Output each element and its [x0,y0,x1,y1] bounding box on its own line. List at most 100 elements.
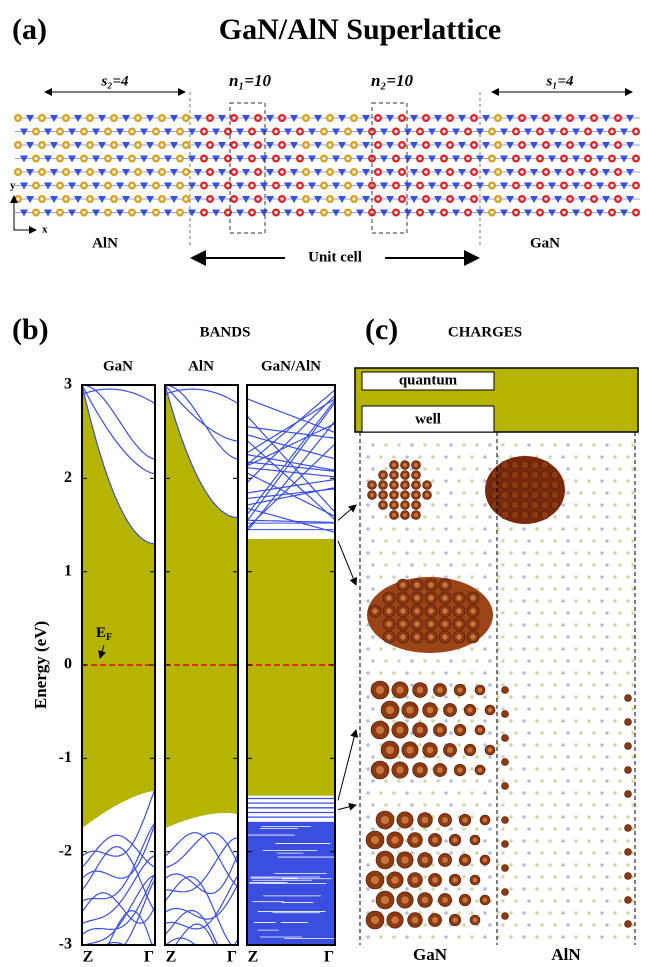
lattice-dot [587,671,591,675]
lattice-dot [553,587,557,591]
panel-title: BANDS [200,324,251,340]
lattice-dot [436,779,440,783]
atom-core [58,129,62,134]
annotation: n₁=10 [229,71,272,90]
atom-core [34,129,38,134]
lattice-dot [501,731,505,735]
lattice-dot [600,623,604,627]
atom-core [208,197,212,201]
lattice-dot [561,503,565,507]
lattice-dot [540,683,544,687]
gap-fill [165,385,238,829]
band [81,854,156,925]
band [246,443,336,529]
atom [452,155,460,163]
x-tick-label: Z [83,949,94,966]
charge [540,470,550,480]
lattice-dot [574,503,578,507]
atom-core [376,197,380,201]
atom [194,115,202,122]
lattice-dot [574,743,578,747]
lattice-dot [631,803,635,807]
lattice-dot [626,623,630,627]
lattice-dot [392,671,396,675]
lattice-dot [548,911,552,915]
lattice-dot [553,515,557,519]
lattice-dot [384,923,388,927]
atom-core [520,197,524,201]
lattice-dot [410,827,414,831]
lattice-dot [418,527,422,531]
atom [578,115,586,122]
atom-core [496,143,500,147]
lattice-dot [522,551,526,555]
lattice-dot [488,515,492,519]
lattice-dot [579,635,583,639]
atom [458,196,466,203]
lattice-dot [527,779,531,783]
lattice-dot [483,671,487,675]
lattice-dot [540,755,544,759]
atom-core [514,183,518,188]
lattice-dot [587,599,591,603]
atom-core [346,210,350,215]
lattice-dot [600,455,604,459]
atom [170,115,178,122]
lattice-dot [561,815,565,819]
atom [284,209,292,217]
lattice-dot [371,851,375,855]
lattice-dot [397,443,401,447]
lattice-dot [626,671,630,675]
atom [266,115,274,122]
lattice-dot [418,719,422,723]
lattice-dot [566,443,570,447]
atom-core [130,183,134,188]
charge-ring [452,917,458,923]
charge-ring [400,608,406,614]
atom-core [586,156,590,161]
atom [500,182,508,190]
lattice-dot [405,455,409,459]
atom-core [226,210,230,215]
lattice-dot [553,659,557,663]
lattice-dot [366,647,370,651]
lattice-dot [371,779,375,783]
atom-core [82,183,86,188]
atom [530,115,538,122]
fermi-label-sub: F [106,632,112,643]
charge-ring [414,595,420,601]
atom [524,155,532,163]
lattice-dot [522,767,526,771]
charge [550,500,560,510]
charge [500,510,510,520]
lattice-dot [587,839,591,843]
lattice-dot [548,743,552,747]
atom-core [394,156,398,161]
atom [338,115,346,122]
atom-core [232,143,236,147]
lattice-dot [600,695,604,699]
lattice-dot [579,851,583,855]
atom-core [490,156,494,161]
atom [452,182,460,190]
lattice-dot [579,443,583,447]
lattice-dot [540,587,544,591]
lattice-dot [587,527,591,531]
lattice-dot [405,551,409,555]
charge-ring [442,817,448,823]
lattice-dot [587,623,591,627]
atom-core [586,129,590,134]
lattice-dot [462,875,466,879]
band [164,384,239,460]
lattice-dot [592,467,596,471]
lattice-dot [618,803,622,807]
lattice-dot [436,827,440,831]
lattice-dot [613,671,617,675]
lattice-dot [587,791,591,795]
charge [501,710,509,718]
atom [20,209,28,217]
lattice-dot [592,659,596,663]
charge [624,766,632,774]
lattice-dot [470,575,474,579]
lattice-dot [436,491,440,495]
